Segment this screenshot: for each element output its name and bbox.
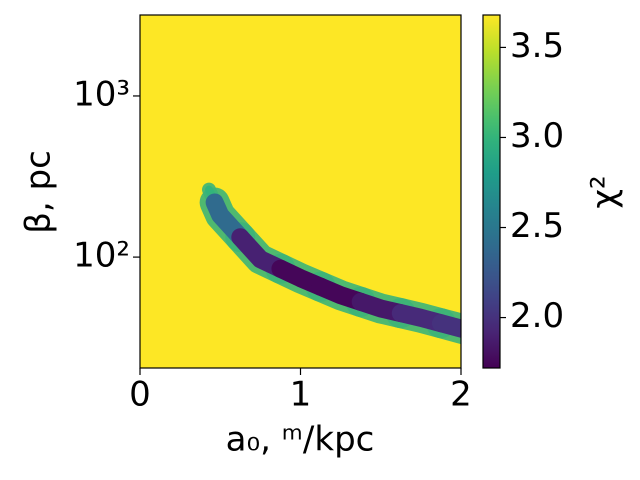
plot-area [140, 15, 461, 368]
y-tick-label: 10³ [73, 74, 130, 114]
colorbar-tick-label: 2.0 [510, 296, 564, 336]
colorbar-label: χ² [585, 175, 625, 208]
valley-cell [205, 193, 250, 247]
colorbar-tick-label: 2.5 [510, 206, 564, 246]
colorbar-frame [482, 14, 501, 369]
colorbar-tick-label: 3.5 [510, 26, 564, 66]
y-axis-label: β, pc [19, 150, 59, 234]
x-tick-label: 2 [450, 375, 472, 415]
colorbar-tick-label: 3.0 [510, 116, 564, 156]
x-tick-label: 0 [129, 375, 151, 415]
x-tick-label: 1 [290, 375, 312, 415]
colorbar [483, 15, 500, 368]
x-axis-label: a₀, ᵐ/kpc [226, 420, 375, 460]
y-tick-label: 10² [73, 236, 130, 276]
valley-cell [431, 314, 461, 338]
